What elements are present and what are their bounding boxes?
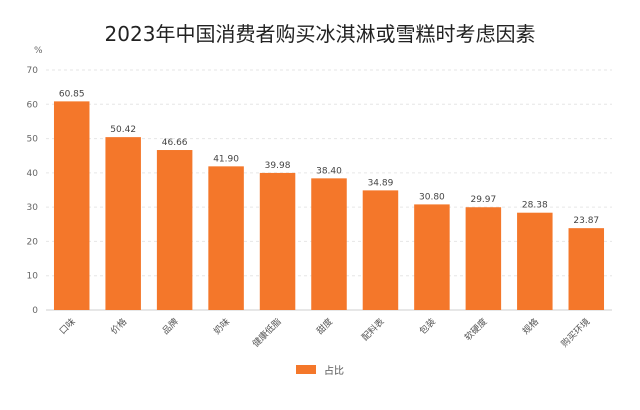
y-axis-label: % [34,46,43,56]
data-label: 30.80 [419,192,445,202]
bar [208,166,244,310]
bar [517,212,553,310]
x-tick-label: 健康低脂 [250,316,284,350]
y-tick-label: 10 [27,272,39,282]
data-label: 60.85 [59,89,85,99]
x-tick-label: 软硬度 [462,316,490,344]
data-label: 39.98 [265,161,291,171]
bar [105,137,141,310]
bar [311,178,347,310]
bar [568,228,605,310]
y-tick-label: 30 [27,203,39,213]
x-tick-label: 规格 [520,316,541,337]
y-tick-label: 70 [27,66,39,76]
y-tick-label: 0 [32,306,38,316]
y-tick-label: 50 [27,135,39,145]
x-tick-label: 品牌 [160,316,181,337]
y-tick-label: 20 [27,237,39,247]
x-tick-label: 购买环境 [558,316,592,350]
x-tick-label: 配料表 [359,316,387,344]
x-tick-label: 包装 [417,316,438,337]
x-tick-label: 甜度 [314,316,335,337]
data-label: 29.97 [470,195,496,205]
data-label: 41.90 [213,154,239,164]
bar [465,207,502,310]
chart-title: 2023年中国消费者购买冰淇淋或雪糕时考虑因素 [104,22,536,46]
x-tick-label: 价格 [108,316,129,337]
bar [362,190,399,310]
y-tick-label: 40 [27,169,39,179]
legend: 占比 [296,362,344,377]
data-label: 38.40 [316,166,342,176]
x-tick-label: 口味 [57,316,78,337]
x-tick-label: 奶味 [211,316,232,337]
data-label: 34.89 [368,178,394,188]
bar [414,204,450,310]
bar [259,172,296,310]
data-label: 23.87 [573,216,599,226]
bar [156,150,193,310]
legend-swatch [296,365,316,374]
y-tick-label: 60 [27,100,39,110]
data-label: 50.42 [110,125,136,135]
bar [53,101,90,310]
data-label: 46.66 [162,138,188,148]
legend-label: 占比 [324,366,344,377]
data-label: 28.38 [522,201,548,211]
